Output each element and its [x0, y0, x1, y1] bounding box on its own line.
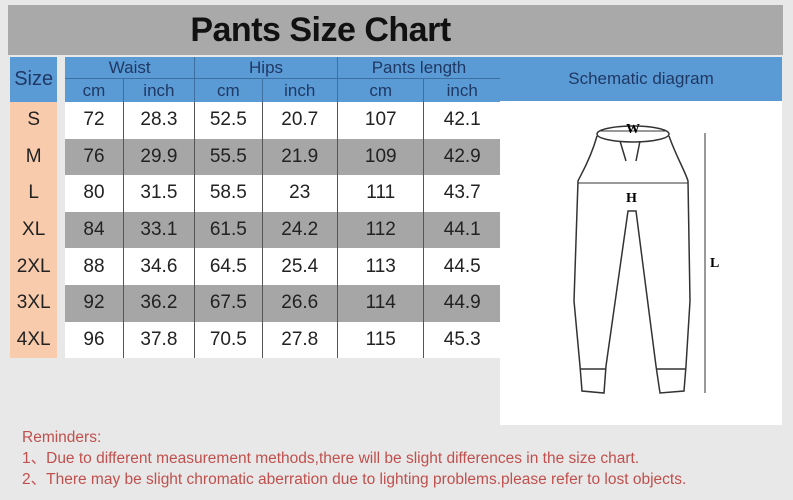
value-cell: 43.7: [423, 175, 500, 212]
value-cell: 23: [261, 175, 338, 212]
reminder-item: 2、There may be slight chromatic aberrati…: [22, 471, 687, 488]
value-cell: 34.6: [122, 248, 195, 285]
size-cell: L: [10, 175, 66, 212]
title-band: Pants Size Chart: [8, 5, 783, 55]
page-title: Pants Size Chart: [190, 10, 451, 49]
size-table: Size Waist Hips Pants length cm inch cm …: [10, 57, 500, 359]
size-cell: 4XL: [10, 321, 66, 359]
value-cell: 20.7: [261, 102, 338, 139]
value-cell: 42.9: [423, 138, 500, 176]
value-cell: 72: [60, 102, 124, 139]
size-cell: 3XL: [10, 284, 66, 322]
waist-header: Waist: [61, 57, 195, 79]
value-cell: 28.3: [122, 102, 195, 139]
value-cell: 76: [60, 138, 124, 176]
size-cell: M: [10, 138, 66, 176]
value-cell: 92: [60, 284, 124, 322]
reminders: Reminders: 1、Due to different measuremen…: [22, 427, 686, 490]
schematic-header: Schematic diagram: [500, 57, 782, 101]
size-cell: 2XL: [10, 248, 66, 285]
reminders-heading: Reminders:: [22, 429, 102, 446]
value-cell: 113: [336, 248, 424, 285]
pants-outline-icon: W H L: [573, 122, 719, 394]
value-cell: 64.5: [194, 248, 263, 285]
value-cell: 111: [336, 175, 424, 212]
value-cell: 61.5: [194, 211, 263, 249]
value-cell: 42.1: [423, 102, 500, 139]
size-cell: XL: [10, 211, 66, 249]
table-row: 2XL 88 34.6 64.5 25.4 113 44.5: [10, 248, 500, 285]
table-row: 4XL 96 37.8 70.5 27.8 115 45.3: [10, 321, 500, 359]
table-row: 3XL 92 36.2 67.5 26.6 114 44.9: [10, 284, 500, 322]
value-cell: 45.3: [423, 321, 500, 359]
value-cell: 33.1: [122, 211, 195, 249]
value-cell: 67.5: [194, 284, 263, 322]
hip-label: H: [626, 191, 637, 206]
value-cell: 29.9: [122, 138, 195, 176]
value-cell: 37.8: [122, 321, 195, 359]
unit-header: inch: [423, 78, 500, 102]
unit-header: cm: [336, 78, 424, 102]
width-label: W: [626, 122, 640, 137]
value-cell: 107: [336, 102, 424, 139]
value-cell: 109: [336, 138, 424, 176]
value-cell: 26.6: [261, 284, 338, 322]
table-row: S 72 28.3 52.5 20.7 107 42.1: [10, 102, 500, 139]
length-label: L: [710, 256, 719, 271]
value-cell: 84: [60, 211, 124, 249]
unit-header: inch: [261, 78, 338, 102]
table-row: L 80 31.5 58.5 23 111 43.7: [10, 175, 500, 212]
value-cell: 44.9: [423, 284, 500, 322]
value-cell: 80: [60, 175, 124, 212]
size-header: Size: [10, 57, 66, 102]
value-cell: 115: [336, 321, 424, 359]
value-cell: 112: [336, 211, 424, 249]
hips-header: Hips: [194, 57, 338, 79]
value-cell: 44.5: [423, 248, 500, 285]
value-cell: 96: [60, 321, 124, 359]
schematic-diagram: W H L: [500, 101, 782, 425]
unit-header: inch: [122, 78, 195, 102]
table-row: M 76 29.9 55.5 21.9 109 42.9: [10, 138, 500, 176]
value-cell: 44.1: [423, 211, 500, 249]
value-cell: 88: [60, 248, 124, 285]
value-cell: 58.5: [194, 175, 263, 212]
length-header: Pants length: [336, 57, 500, 79]
value-cell: 55.5: [194, 138, 263, 176]
value-cell: 31.5: [122, 175, 195, 212]
value-cell: 52.5: [194, 102, 263, 139]
value-cell: 21.9: [261, 138, 338, 176]
unit-header: cm: [194, 78, 263, 102]
table-row: XL 84 33.1 61.5 24.2 112 44.1: [10, 211, 500, 249]
value-cell: 114: [336, 284, 424, 322]
value-cell: 27.8: [261, 321, 338, 359]
value-cell: 70.5: [194, 321, 263, 359]
value-cell: 36.2: [122, 284, 195, 322]
value-cell: 25.4: [261, 248, 338, 285]
reminder-item: 1、Due to different measurement methods,t…: [22, 450, 640, 467]
size-cell: S: [10, 102, 66, 139]
unit-header: cm: [61, 78, 124, 102]
value-cell: 24.2: [261, 211, 338, 249]
